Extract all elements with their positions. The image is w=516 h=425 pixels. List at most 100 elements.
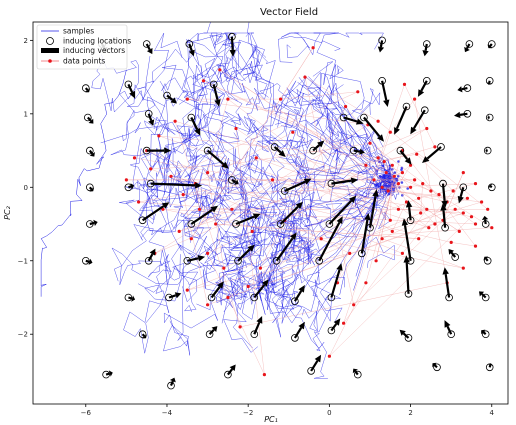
- sample-cluster-point: [400, 181, 404, 184]
- data-point: [132, 156, 137, 160]
- inducing-vector-head: [483, 256, 489, 261]
- inducing-location: [422, 77, 431, 85]
- inducing-vector-head: [174, 292, 182, 299]
- inducing-vector-shaft: [466, 43, 471, 50]
- inducing-vector-shaft: [86, 116, 92, 122]
- inducing-location: [481, 330, 490, 339]
- inducing-location: [291, 334, 299, 342]
- inducing-vector-shaft: [489, 185, 493, 189]
- sample-trajectory: [215, 61, 283, 186]
- sample-cluster-point: [406, 187, 410, 190]
- data-point-link: [384, 146, 435, 162]
- inducing-vector-head: [336, 263, 343, 271]
- inducing-location: [144, 110, 153, 118]
- data-point: [206, 251, 210, 255]
- data-point: [177, 229, 181, 233]
- data-point: [157, 134, 161, 138]
- inducing-vector-head: [197, 255, 206, 262]
- inducing-vector-head: [194, 128, 201, 136]
- data-point: [427, 226, 431, 230]
- inducing-vector-shaft: [169, 380, 174, 387]
- inducing-vector-head: [486, 82, 493, 85]
- data-point-link: [191, 47, 314, 239]
- inducing-vector-head: [298, 321, 305, 330]
- inducing-vector-head: [442, 267, 449, 275]
- inducing-vector-shaft: [227, 368, 234, 376]
- inducing-location: [232, 220, 240, 228]
- inducing-location: [485, 113, 494, 122]
- legend-inducing-locations-swatch: [46, 37, 54, 45]
- x-tick-label: −4: [162, 409, 173, 417]
- legend-data-points-swatch: [48, 59, 52, 63]
- sample-cluster-point: [381, 164, 385, 168]
- inducing-location: [270, 143, 279, 151]
- data-point: [417, 196, 421, 200]
- inducing-location: [433, 363, 441, 372]
- inducing-vector-shaft: [484, 219, 487, 225]
- data-point-link: [365, 165, 431, 192]
- data-point: [404, 200, 409, 204]
- inducing-vector-head: [214, 99, 221, 107]
- inducing-vector-head: [247, 244, 255, 252]
- inducing-location: [234, 256, 242, 265]
- data-point: [214, 222, 218, 226]
- inducing-location: [315, 256, 324, 265]
- inducing-vector-shaft: [331, 179, 352, 185]
- inducing-vector-head: [417, 89, 425, 97]
- inducing-vector-shaft: [485, 257, 489, 262]
- data-point-link: [207, 99, 229, 173]
- inducing-vector-shaft: [446, 325, 453, 335]
- x-tick-label: 0: [327, 409, 331, 417]
- sample-trajectory: [179, 134, 236, 217]
- inducing-location: [167, 381, 175, 390]
- data-point-link: [203, 80, 403, 173]
- sample-trajectory: [312, 40, 341, 202]
- data-point-link: [442, 172, 464, 221]
- inducing-vector-shaft: [147, 113, 153, 121]
- inducing-vector-shaft: [141, 205, 165, 222]
- sample-cluster-point: [378, 174, 382, 178]
- legend-data-points-label: data points: [63, 57, 105, 66]
- data-point: [376, 156, 380, 160]
- inducing-location: [309, 146, 317, 155]
- inducing-vector-head: [403, 255, 410, 263]
- data-point-link: [179, 165, 393, 232]
- inducing-vector-head: [148, 119, 155, 126]
- data-point-link: [343, 209, 427, 324]
- data-point-lines: [126, 47, 492, 375]
- inducing-vector-head: [487, 363, 494, 366]
- data-point-link: [248, 183, 399, 287]
- inducing-vector-head: [448, 249, 454, 255]
- data-point-link: [365, 150, 403, 283]
- sample-trajectory: [296, 87, 348, 144]
- sample-trajectory: [114, 155, 162, 282]
- legend-box: [36, 24, 128, 70]
- inducing-vector-head: [422, 50, 429, 57]
- inducing-vector-head: [401, 218, 409, 226]
- inducing-vector-shaft: [360, 219, 369, 254]
- data-point: [473, 244, 478, 248]
- inducing-vector-head: [188, 49, 195, 57]
- inducing-vector-shaft: [420, 80, 428, 92]
- legend-samples-label: samples: [63, 27, 94, 36]
- legend-inducing-locations-label: inducing locations: [63, 37, 131, 46]
- data-point: [413, 178, 417, 182]
- inducing-vector-shaft: [441, 183, 446, 202]
- sample-trajectory: [216, 281, 265, 324]
- inducing-location: [224, 370, 232, 379]
- data-point-link: [451, 242, 476, 247]
- inducing-vector-shaft: [105, 372, 111, 376]
- inducing-vector-shaft: [442, 210, 447, 228]
- inducing-vector-shaft: [85, 259, 90, 263]
- data-point: [311, 46, 315, 50]
- inducing-vector-head: [298, 285, 305, 293]
- data-point-link: [187, 98, 368, 125]
- inducing-vector-head: [256, 316, 263, 324]
- x-axis-label: PC₁: [264, 415, 278, 424]
- data-point: [246, 284, 250, 289]
- data-point: [390, 163, 394, 167]
- data-point-link: [329, 216, 472, 357]
- inducing-vector-head: [169, 377, 176, 383]
- data-point: [396, 182, 400, 186]
- sample-trajectory: [110, 109, 171, 196]
